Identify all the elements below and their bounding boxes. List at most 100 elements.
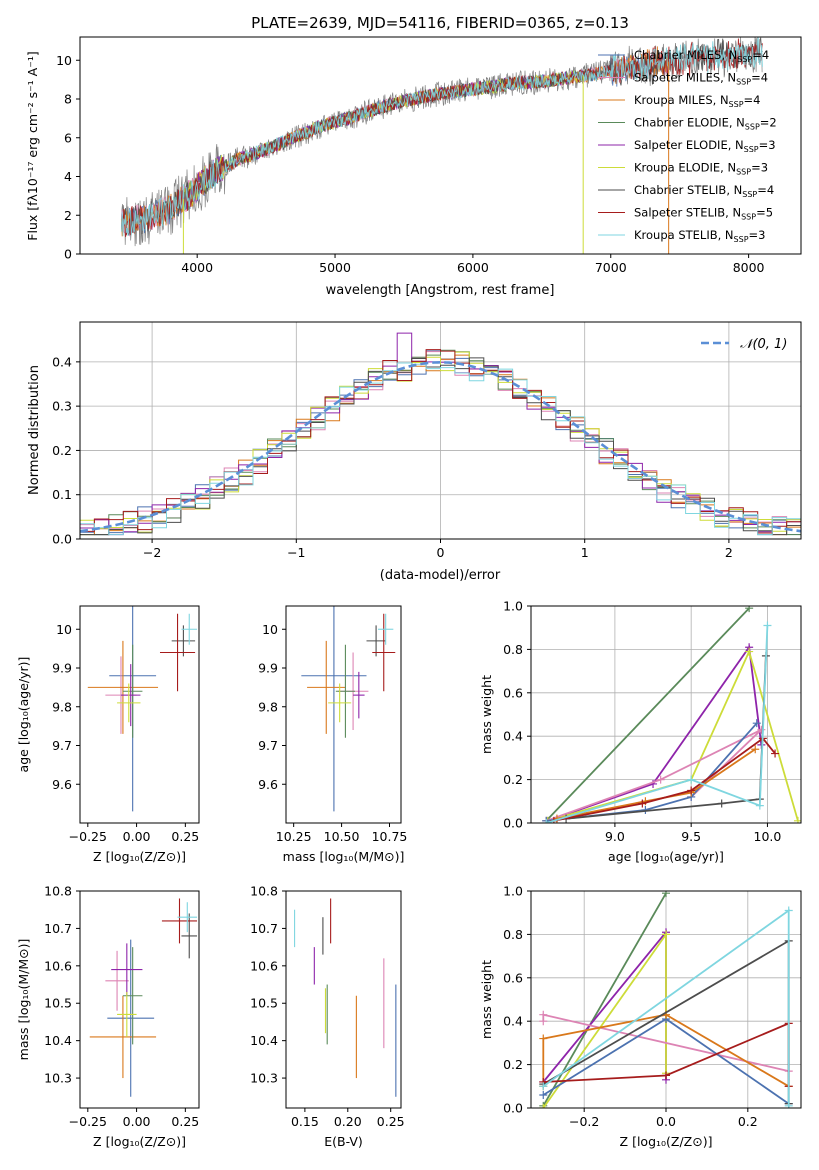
legend-entry-tail: =4 [744, 93, 761, 107]
ytick-label: 0.6 [503, 685, 523, 700]
weight-line [546, 625, 769, 823]
ytick-label: 10.7 [44, 921, 72, 936]
age-vs-mass-panel: 10.25 10.50 10.75 9.6 9.7 9.8 9.9 10 mass [log₁₀… [258, 605, 408, 864]
normal-legend-label: 𝒩(0, 1) [740, 337, 787, 352]
legend-entry-tail: =4 [752, 48, 769, 62]
weight-marker [757, 725, 766, 734]
xtick-label: 0.0 [656, 1114, 676, 1129]
ytick-label: 10.4 [44, 1033, 72, 1048]
errorbar-point [328, 683, 352, 723]
residual-xtick-label: −2 [143, 545, 161, 560]
ytick-label: 10.4 [250, 1033, 278, 1048]
xtick-label: 0.2 [738, 1114, 758, 1129]
spectrum-ytick-label: 4 [64, 169, 72, 184]
axes-frame [285, 890, 402, 1109]
x-axis-label: Z [log₁₀(Z/Z⊙)] [93, 1134, 186, 1149]
spectrum-xtick-label: 4000 [181, 260, 213, 275]
xtick-label: 10.75 [372, 829, 408, 844]
legend-entry-tail: =4 [757, 183, 774, 197]
plot-area [89, 898, 198, 1097]
ytick-label: 0.0 [503, 1101, 523, 1116]
weight-marker [638, 799, 647, 808]
model-spectrum-line [120, 36, 763, 237]
xtick-label: −0.25 [69, 829, 107, 844]
legend-entry: Chabrier MILES, NSSP=4 [634, 48, 769, 64]
weight-line [542, 1013, 790, 1088]
ytick-label: 0.4 [503, 1014, 523, 1029]
weight-marker [656, 775, 665, 784]
legend-entry: Salpeter STELIB, NSSP=5 [634, 206, 773, 222]
axes-frame [285, 605, 402, 824]
weight-line [545, 728, 762, 822]
weight-marker [784, 906, 793, 915]
legend-entry-subscript: SSP [745, 123, 760, 132]
legend-entry-subscript: SSP [741, 213, 756, 222]
ytick-label: 10.8 [250, 884, 278, 899]
legend-entry: Kroupa ELODIE, NSSP=3 [634, 161, 768, 177]
weight-marker [687, 786, 696, 795]
legend-entry: Chabrier ELODIE, NSSP=2 [634, 116, 777, 132]
weight-marker [752, 719, 761, 728]
weight-line [542, 892, 667, 1107]
mass-vs-reddening-panel: 0.15 0.20 0.25 10.3 10.4 10.5 10.6 10.7 10.8 E(B-… [250, 884, 404, 1150]
legend-entry-subscript: SSP [744, 145, 759, 154]
ytick-label: 9.6 [52, 777, 72, 792]
axes-frame [530, 605, 802, 824]
legend-entry-text: Salpeter STELIB, N [634, 206, 741, 220]
y-axis-label: age [log₁₀(age/yr)] [16, 657, 31, 773]
residual-histogram-step [80, 362, 801, 536]
ytick-label: 10.3 [44, 1071, 72, 1086]
ytick-label: 9.7 [258, 738, 278, 753]
weight-line [547, 644, 763, 822]
plot-area [294, 898, 397, 1097]
ytick-label: 9.8 [258, 699, 278, 714]
mass-vs-metallicity-panel: −0.25 0.00 0.25 10.3 10.4 10.5 10.6 10.7 10.8 Z [… [16, 884, 200, 1149]
spectrum-panel: PLATE=2639, MJD=54116, FIBERID=0365, z=0… [25, 14, 802, 298]
ytick-label: 10.3 [250, 1071, 278, 1086]
ytick-label: 9.9 [258, 661, 278, 676]
ytick-label: 0.0 [503, 816, 523, 831]
errorbar-point [353, 671, 365, 719]
ytick-label: 0.6 [503, 970, 523, 985]
weight-marker [542, 819, 551, 823]
ytick-label: 10.5 [250, 996, 278, 1011]
ytick-label: 10 [56, 622, 72, 637]
legend-entry-subscript: SSP [729, 100, 744, 109]
xtick-label: 10.0 [754, 829, 782, 844]
errorbar-point [120, 664, 141, 727]
errorbar-point [181, 613, 198, 645]
legend-entry-tail: =3 [749, 228, 766, 242]
errorbar-point [89, 995, 157, 1079]
errorbar-point [87, 640, 159, 734]
weight-marker [784, 1101, 793, 1108]
legend-entry-tail: =3 [751, 161, 768, 175]
residual-ytick-label: 0.4 [52, 354, 72, 369]
weight-line [545, 607, 750, 822]
ytick-label: 9.8 [52, 699, 72, 714]
errorbar-point [122, 644, 143, 738]
ytick-label: 9.9 [52, 661, 72, 676]
legend-entry: Chabrier STELIB, NSSP=4 [634, 183, 774, 199]
legend-entry-subscript: SSP [742, 190, 757, 199]
ytick-label: 1.0 [503, 884, 523, 899]
xtick-label: 9.5 [681, 829, 701, 844]
errorbar-point [122, 947, 143, 1045]
ytick-label: 9.6 [258, 777, 278, 792]
legend-entry: Kroupa MILES, NSSP=4 [634, 93, 760, 109]
xtick-label: 10.25 [276, 829, 312, 844]
spectrum-xtick-label: 7000 [595, 260, 627, 275]
legend-entry-tail: =4 [751, 71, 768, 85]
weight-marker [539, 1034, 548, 1043]
legend-entry-subscript: SSP [736, 78, 751, 87]
spectrum-ytick-label: 10 [56, 53, 72, 68]
weight-vs-metallicity-panel: −0.2 0.0 0.2 0.0 0.2 0.4 0.6 0.8 1.0 Z [log₁₀(Z/Z… [479, 884, 802, 1149]
weight-marker [745, 606, 754, 613]
weight-marker [755, 801, 764, 810]
ytick-label: 10.6 [44, 958, 72, 973]
weight-marker [745, 647, 754, 656]
x-axis-label: Z [log₁₀(Z/Z⊙)] [93, 849, 186, 864]
xtick-label: 0.20 [334, 1114, 362, 1129]
errorbar-point [111, 943, 143, 996]
normal-curve [79, 360, 802, 533]
